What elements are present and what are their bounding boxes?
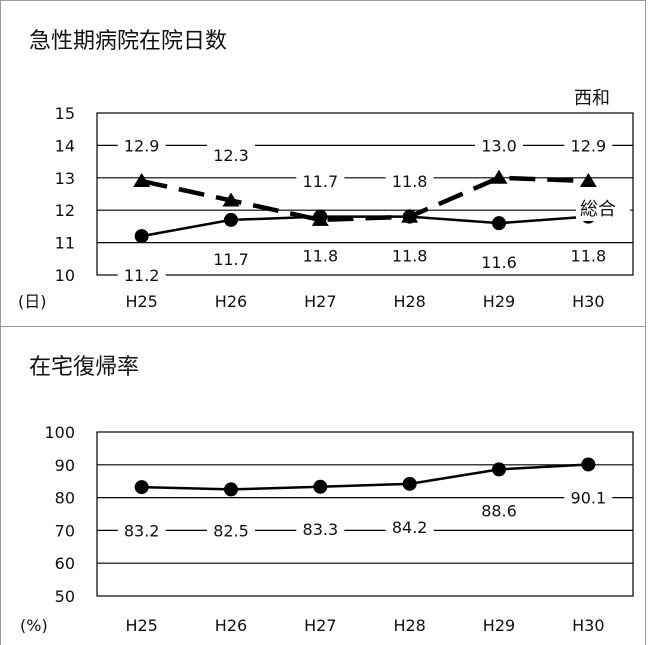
data-label: 11.8 (571, 247, 607, 266)
data-label: 12.9 (124, 136, 160, 155)
data-point-circle (492, 216, 506, 231)
data-label-bg (296, 517, 345, 540)
data-point-circle (313, 479, 328, 494)
data-label: 11.2 (124, 266, 160, 285)
chart-title: 急性期病院在院日数 (29, 29, 228, 54)
series-line (141, 175, 589, 223)
data-point-circle (224, 482, 238, 497)
y-tick-label: 10 (55, 266, 75, 285)
data-label: 13.0 (481, 136, 517, 155)
data-label-bg (117, 264, 166, 286)
x-tick-label: H30 (572, 292, 604, 311)
data-label: 90.1 (571, 489, 607, 508)
data-label-bg (207, 247, 255, 270)
y-tick-label: 12 (55, 201, 75, 220)
y-tick-label: 13 (55, 169, 75, 188)
data-label: 11.7 (303, 172, 339, 191)
y-tick-label: 15 (55, 104, 75, 123)
data-label-bg (296, 244, 345, 267)
data-label-bg (564, 134, 613, 157)
y-tick-label: 90 (55, 456, 75, 475)
data-label: 83.2 (124, 521, 160, 540)
data-label-bg (385, 170, 434, 193)
data-point-circle (402, 209, 417, 224)
y-tick-label: 14 (55, 136, 75, 155)
data-point-triangle (579, 173, 597, 188)
series-line (141, 463, 589, 491)
data-point-circle (402, 476, 417, 491)
y-tick-label: 50 (55, 587, 75, 606)
data-label-bg (117, 134, 166, 157)
data-label: 12.9 (571, 136, 607, 155)
y-tick-label: 80 (55, 489, 75, 508)
data-label: 83.3 (303, 520, 339, 539)
data-point-circle (134, 480, 149, 495)
data-label: 12.3 (213, 146, 249, 165)
y-tick-label: 60 (55, 554, 75, 573)
data-label: 11.6 (481, 253, 517, 272)
x-tick-label: H26 (215, 616, 247, 635)
x-tick-label: H28 (393, 616, 425, 635)
series-name-label: 総合 (580, 199, 616, 220)
chart-title: 在宅復帰率 (29, 355, 140, 380)
y-unit-label: (%) (20, 616, 48, 635)
data-label-bg (296, 170, 345, 193)
data-label: 11.7 (213, 250, 249, 269)
x-tick-label: H30 (572, 616, 604, 635)
series-line (141, 215, 589, 238)
data-label-bg (117, 519, 166, 542)
series-name-bg (570, 86, 624, 110)
x-tick-label: H29 (483, 616, 515, 635)
data-label: 11.8 (392, 172, 428, 191)
chart-panel-length-of-stay: 急性期病院在院日数 (0, 0, 646, 327)
data-label-bg (564, 486, 613, 509)
data-point-circle (224, 212, 238, 227)
data-point-circle (313, 209, 328, 224)
data-label-bg (385, 244, 434, 267)
plot-frame (96, 112, 634, 276)
data-point-circle (134, 229, 149, 244)
data-label-bg (475, 134, 523, 157)
series-name-label: 西和 (574, 88, 610, 109)
x-tick-label: H28 (393, 292, 425, 311)
data-point-circle (581, 457, 596, 472)
chart-length-of-stay: 10 11 12 13 14 15 H25 H26 H27 H28 H29 H30 (日) 12.9 12.… (18, 86, 634, 311)
data-label: 82.5 (213, 521, 249, 540)
data-label-bg (207, 144, 255, 167)
data-point-triangle (222, 192, 240, 207)
x-tick-label: H25 (125, 616, 157, 635)
data-label: 84.2 (392, 518, 428, 537)
data-label-bg (207, 519, 255, 542)
plot-frame (96, 431, 634, 597)
x-tick-label: H29 (483, 292, 515, 311)
x-tick-label: H27 (304, 616, 336, 635)
data-point-triangle (133, 173, 151, 188)
x-tick-label: H25 (125, 292, 157, 311)
x-tick-label: H26 (215, 292, 247, 311)
data-label: 11.8 (303, 247, 339, 266)
y-unit-label: (日) (18, 292, 47, 311)
data-label-bg (475, 251, 523, 274)
y-tick-label: 11 (55, 234, 75, 253)
data-label-bg (385, 516, 434, 539)
data-label: 11.8 (392, 247, 428, 266)
x-tick-label: H27 (304, 292, 336, 311)
data-point-triangle (490, 169, 508, 184)
y-tick-label: 70 (55, 521, 75, 540)
y-tick-label: 100 (44, 423, 75, 442)
data-label-bg (564, 244, 613, 267)
data-label: 88.6 (481, 502, 517, 521)
series-name-bg (576, 197, 630, 221)
data-point-circle (492, 462, 506, 477)
data-label-bg (475, 499, 523, 522)
chart-home-return-rate: 50 60 70 80 90 100 H25 H26 H27 H28 H29 H30 (%) 83.2 82… (20, 423, 634, 635)
